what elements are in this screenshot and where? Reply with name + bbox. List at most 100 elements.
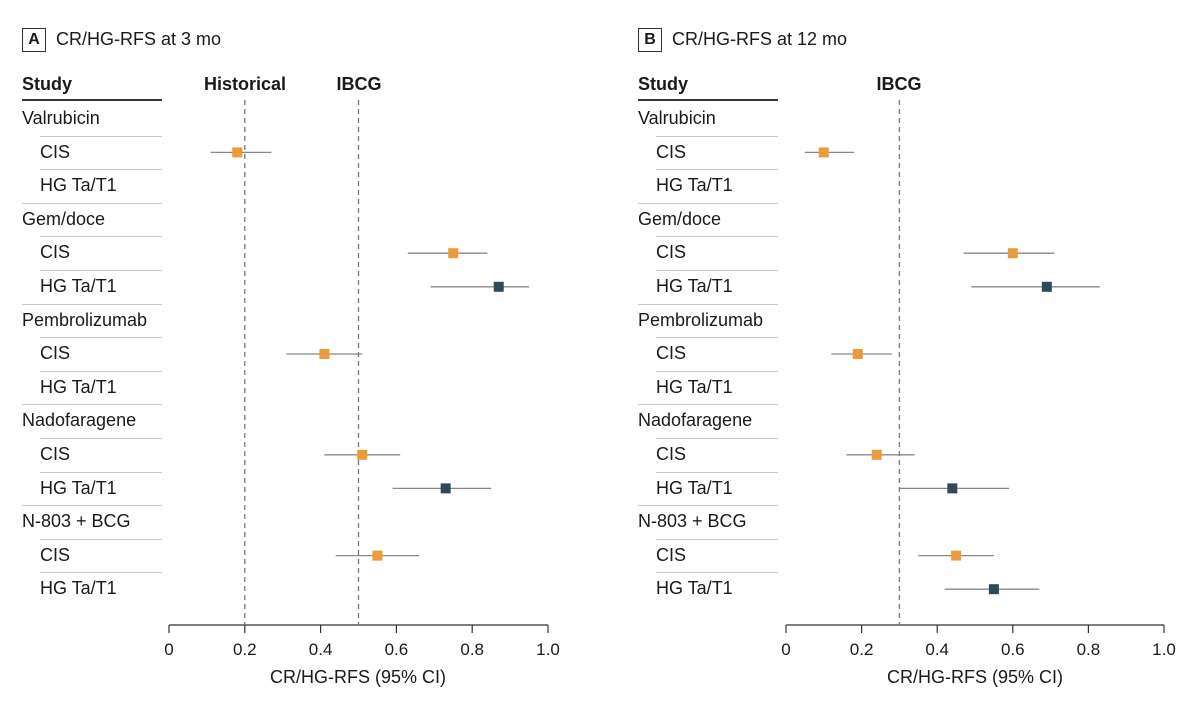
panel-a-study-name: N-803 + BCG [22, 511, 131, 532]
panel-b-cohort-label: HG Ta/T1 [656, 376, 733, 397]
panel-b-cohort-label: HG Ta/T1 [656, 578, 733, 599]
panel-b-row-separator [656, 370, 778, 372]
panel-a-row-separator [40, 538, 162, 540]
panel-a-row-separator [40, 438, 162, 439]
panel-a-row-separator [40, 337, 162, 339]
panel-b-row-separator [656, 438, 778, 439]
panel-b-cohort-label: CIS [656, 444, 687, 464]
panel-b-point-estimate [818, 147, 829, 158]
panel-a-cohort-label: HG Ta/T1 [40, 477, 117, 498]
panel-a-ibcg-label: IBCG [336, 74, 382, 94]
panel-a-point-estimate [319, 349, 330, 359]
panel-b-point-estimate [1007, 248, 1018, 259]
panel-b-cohort-label: HG Ta/T1 [656, 175, 733, 196]
panel-b-study-name: Pembrolizumab [638, 309, 764, 330]
panel-b-title: CR/HG-RFS at 12 mo [672, 29, 848, 49]
panel-b-cohort-label: CIS [656, 544, 687, 565]
panel-a-cohort-label: CIS [40, 544, 71, 565]
panel-b-row-separator [638, 404, 778, 406]
panel-a-cohort-label: CIS [40, 242, 71, 263]
panel-b-x-tick-label: 0.4 [925, 640, 949, 659]
panel-a-row-separator [22, 404, 162, 406]
panel-b-row-separator [656, 572, 778, 574]
panel-a-point-estimate [372, 550, 383, 561]
panel-a-cohort-label: CIS [40, 343, 71, 364]
panel-b-cohort-label: CIS [656, 141, 687, 162]
panel-b-study-name: Valrubicin [638, 108, 716, 128]
panel-a-historical-label: Historical [203, 74, 287, 94]
panel-a-row-separator [22, 202, 162, 204]
panel-a-row-separator [22, 505, 162, 507]
panel-b-x-tick-label: 0 [781, 640, 790, 659]
panel-a-point-estimate [440, 483, 451, 494]
panel-b-x-tick-label: 0.6 [1001, 640, 1025, 659]
panel-b-study-name: N-803 + BCG [638, 511, 747, 532]
panel-b-row-separator [638, 202, 778, 204]
panel-a-row-separator [40, 370, 162, 372]
panel-b-x-tick-label: 0.2 [850, 640, 874, 659]
panel-b-cohort-label: HG Ta/T1 [656, 477, 733, 498]
panel-a-study-name: Valrubicin [22, 108, 100, 128]
panel-a-row-separator [40, 471, 162, 473]
panel-a-cohort-label: CIS [40, 141, 71, 162]
panel-b-point-estimate [947, 483, 958, 494]
panel-b-point-estimate [1041, 281, 1052, 292]
panel-a-row-separator [40, 135, 162, 137]
panel-a-row-separator [40, 572, 162, 574]
panel-b-row-separator [656, 538, 778, 540]
panel-b-header-rule [638, 99, 778, 101]
panel-a-point-estimate [493, 281, 504, 292]
panel-a-study-name: Pembrolizumab [22, 309, 148, 330]
panel-a-cohort-label: CIS [40, 444, 71, 464]
panel-b-x-tick-label: 1.0 [1152, 640, 1176, 659]
panel-b-row-separator [638, 505, 778, 507]
panel-b-x-tick-label: 0.8 [1077, 640, 1101, 659]
panel-b-ibcg-label: IBCG [876, 74, 922, 94]
panel-a-title: CR/HG-RFS at 3 mo [56, 29, 222, 49]
panel-a-study-name: Nadofaragene [22, 410, 137, 431]
panel-a-cohort-label: HG Ta/T1 [40, 376, 117, 397]
panel-a-x-tick-label: 0.6 [385, 640, 409, 659]
panel-a-point-estimate [357, 449, 368, 460]
panel-a-study-name: Gem/doce [22, 208, 106, 229]
panel-a-x-tick-label: 0.8 [460, 640, 484, 659]
panel-b-point-estimate [988, 584, 999, 595]
panel-b-row-separator [656, 169, 778, 171]
panel-a-row-separator [40, 270, 162, 271]
panel-b-point-estimate [852, 349, 863, 359]
panel-a-cohort-label: HG Ta/T1 [40, 175, 117, 196]
panel-a-row-separator [22, 303, 162, 305]
panel-a-cohort-label: HG Ta/T1 [40, 578, 117, 599]
panel-b-point-estimate [871, 449, 882, 460]
panel-a-point-estimate [232, 147, 243, 158]
panel-a-label: A [22, 28, 46, 52]
panel-a-point-estimate [448, 248, 459, 259]
panel-b-study-name: Gem/doce [638, 208, 722, 229]
panel-b-study-name: Nadofaragene [638, 410, 753, 431]
panel-a-x-tick-label: 1.0 [536, 640, 560, 659]
panel-a-x-tick-label: 0.4 [309, 640, 333, 659]
panel-a-row-separator [40, 169, 162, 171]
panel-a-header-rule [22, 99, 162, 101]
panel-a-x-tick-label: 0.2 [233, 640, 257, 659]
panel-b-cohort-label: CIS [656, 343, 687, 364]
panel-b-row-separator [656, 236, 778, 238]
panel-b-row-separator [638, 303, 778, 305]
panel-b-cohort-label: HG Ta/T1 [656, 276, 733, 296]
panel-b-study-header: Study [638, 74, 689, 94]
panel-b-row-separator [656, 471, 778, 473]
panel-a-study-header: Study [22, 74, 73, 94]
panel-b-label: B [638, 28, 662, 52]
panel-a-row-separator [40, 236, 162, 238]
panel-b-x-axis-label: CR/HG-RFS (95% CI) [887, 667, 1063, 687]
panel-b-row-separator [656, 135, 778, 137]
panel-a-cohort-label: HG Ta/T1 [40, 276, 117, 296]
panel-a-x-axis-label: CR/HG-RFS (95% CI) [270, 667, 446, 687]
panel-b-row-separator [656, 270, 778, 271]
panel-b-point-estimate [951, 550, 962, 561]
panel-a-x-tick-label: 0 [164, 640, 173, 659]
panel-b-row-separator [656, 337, 778, 339]
